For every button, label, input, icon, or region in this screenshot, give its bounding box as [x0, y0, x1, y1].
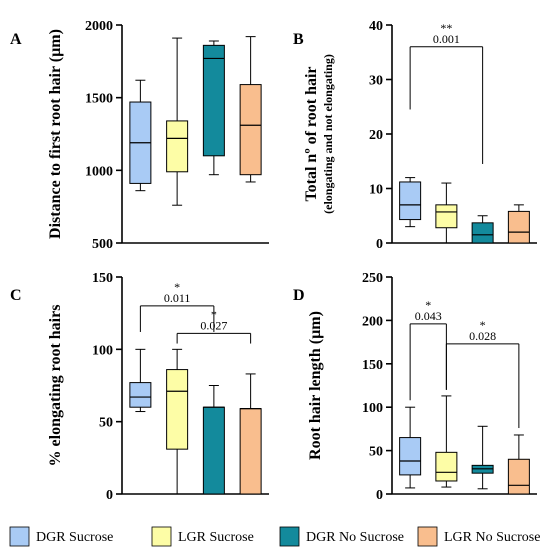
box-lgr-no-sucrose	[239, 373, 262, 495]
significance-bracket: *0.043	[409, 298, 447, 401]
significance-bracket: *0.028	[445, 318, 520, 429]
significance-stars: *	[211, 307, 217, 321]
panel-a: A 500 1000 1500 2000 Distance to first root h…	[10, 19, 269, 252]
y-tick-label: 10	[369, 183, 383, 198]
box-iqr	[202, 406, 225, 495]
legend-swatch	[279, 526, 300, 547]
y-axis-title: % elongating root hairs	[47, 305, 64, 467]
significance-bracket: **0.001	[409, 21, 484, 164]
y-tick-label: 20	[369, 128, 383, 143]
box-iqr	[507, 210, 530, 244]
y-tick-label: 150	[362, 358, 383, 373]
box-dgr-no-sucrose	[202, 385, 225, 495]
box-dgr-sucrose	[129, 348, 152, 413]
panel-letter: D	[293, 287, 305, 304]
y-axis-subtitle: (elongating and not elongating)	[321, 54, 335, 214]
y-axis-title: Root hair length (µm)	[307, 311, 324, 460]
y-tick-label: 0	[376, 237, 383, 252]
box-iqr	[507, 458, 530, 495]
significance-stars: *	[480, 318, 486, 332]
box-lgr-sucrose	[166, 348, 189, 495]
significance-bracket: *0.011	[139, 280, 215, 332]
legend-swatch	[417, 526, 438, 547]
y-axis-title: Total nº of root hair	[303, 66, 320, 201]
box-iqr	[435, 451, 458, 482]
box-lgr-no-sucrose	[239, 36, 262, 183]
y-tick-label: 500	[92, 237, 113, 252]
legend: DGR Sucrose LGR Sucrose DGR No Sucrose LGR …	[9, 526, 540, 547]
legend-item: DGR No Sucrose	[279, 526, 404, 547]
box-lgr-sucrose	[435, 395, 458, 488]
box-iqr	[166, 369, 189, 450]
legend-swatch	[151, 526, 172, 547]
y-tick-label: 100	[92, 343, 113, 358]
box-lgr-sucrose	[435, 182, 458, 244]
y-tick-label: 50	[369, 445, 383, 460]
y-axis-title: Distance to first root hair (µm)	[47, 29, 64, 239]
y-tick-label: 1500	[85, 92, 113, 107]
y-tick-label: 150	[92, 271, 113, 286]
legend-label: LGR Sucrose	[178, 530, 254, 545]
y-tick-label: 2000	[85, 19, 113, 34]
box-iqr	[202, 44, 225, 157]
box-dgr-no-sucrose	[202, 40, 225, 176]
legend-item: LGR Sucrose	[151, 526, 254, 547]
significance-stars: *	[174, 280, 180, 294]
box-lgr-no-sucrose	[507, 204, 530, 244]
y-tick-label: 50	[99, 416, 113, 431]
box-dgr-sucrose	[129, 79, 152, 192]
panel-b: B 0 10 20 30 40 Total nº of root hair (elongati…	[293, 19, 537, 252]
y-tick-label: 40	[369, 19, 383, 34]
box-iqr	[239, 84, 262, 176]
panel-letter: B	[293, 31, 304, 48]
panel-letter: A	[10, 31, 22, 48]
panel-letter: C	[10, 287, 22, 304]
box-iqr	[435, 204, 458, 229]
significance-stars: **	[440, 21, 452, 35]
box-dgr-sucrose	[399, 406, 422, 489]
p-value-label: 0.043	[415, 309, 442, 323]
box-dgr-no-sucrose	[471, 425, 494, 490]
box-lgr-no-sucrose	[507, 434, 530, 495]
legend-label: DGR Sucrose	[36, 530, 113, 545]
p-value-label: 0.001	[433, 32, 460, 46]
p-value-label: 0.011	[164, 291, 191, 305]
p-value-label: 0.028	[469, 329, 496, 343]
y-tick-label: 0	[376, 488, 383, 503]
legend-swatch	[9, 526, 30, 547]
p-value-label: 0.027	[200, 318, 227, 332]
legend-label: LGR No Sucrose	[444, 530, 540, 545]
box-lgr-sucrose	[166, 37, 189, 206]
y-tick-label: 100	[362, 401, 383, 416]
y-tick-label: 200	[362, 314, 383, 329]
legend-item: LGR No Sucrose	[417, 526, 540, 547]
box-iqr	[399, 181, 422, 221]
box-iqr	[239, 408, 262, 495]
significance-stars: *	[425, 298, 431, 312]
box-iqr	[166, 120, 189, 173]
y-tick-label: 1000	[85, 164, 113, 179]
y-tick-label: 250	[362, 271, 383, 286]
significance-bracket: *0.027	[176, 307, 252, 344]
box-iqr	[399, 437, 422, 476]
legend-item: DGR Sucrose	[9, 526, 113, 547]
box-dgr-sucrose	[399, 177, 422, 228]
legend-label: DGR No Sucrose	[306, 530, 404, 545]
box-dgr-no-sucrose	[471, 215, 494, 244]
box-iqr	[471, 222, 494, 244]
y-tick-label: 0	[106, 488, 113, 503]
box-iqr	[129, 382, 152, 408]
y-tick-label: 30	[369, 74, 383, 89]
